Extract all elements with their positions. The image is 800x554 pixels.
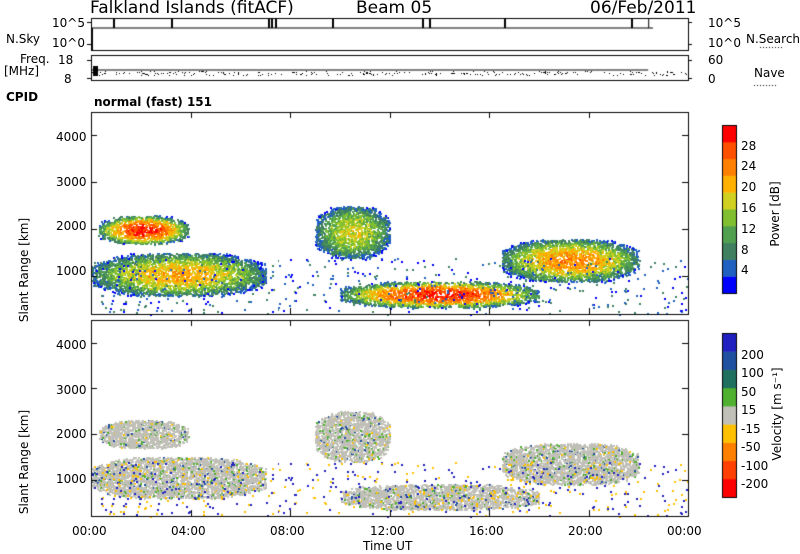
y-axis-label-top: Slant Range [km] (17, 217, 31, 323)
freq-tick-bottom: 8 (64, 72, 72, 86)
y-axis-label-bottom: Slant Range [km] (17, 409, 31, 515)
velocity-tick-3: 15 (741, 403, 757, 417)
nsky-tick-top: 10^5 (52, 16, 85, 30)
nsky-tick-bottom: 10^0 (52, 36, 85, 50)
beam-label: Beam 05 (356, 0, 433, 18)
y-tick-3000-bottom: 3000 (56, 383, 87, 397)
velocity-tick-6: -100 (741, 459, 769, 473)
velocity-tick-5: -50 (741, 440, 761, 454)
x-tick-3: 12:00 (370, 524, 405, 538)
nave-tick-bottom: 0 (708, 72, 716, 86)
velocity-tick-7: -200 (741, 477, 769, 491)
x-tick-0: 00:00 (72, 524, 107, 538)
velocity-tick-1: 100 (741, 366, 764, 380)
y-tick-3000-top: 3000 (56, 175, 87, 189)
nave-label: Nave (754, 66, 785, 80)
nsearch-label: N.Search (746, 32, 800, 46)
x-tick-4: 16:00 (469, 524, 504, 538)
x-tick-1: 04:00 (171, 524, 206, 538)
power-tick-2: 20 (741, 180, 757, 194)
y-tick-1000-top: 1000 (56, 264, 87, 278)
freq-label-line1: Freq. (20, 52, 50, 66)
velocity-tick-2: 50 (741, 385, 757, 399)
date-label: 06/Feb/2011 (590, 0, 697, 18)
x-tick-2: 08:00 (270, 524, 305, 538)
power-tick-6: 4 (741, 263, 749, 277)
nsky-label: N.Sky (6, 32, 41, 46)
power-colorbar-label: Power [dB] (768, 181, 782, 247)
cpid-label: CPID (6, 90, 39, 104)
y-tick-2000-bottom: 2000 (56, 427, 87, 441)
y-tick-1000-bottom: 1000 (56, 472, 87, 486)
nsky-right-tick-bottom: 10^0 (708, 36, 741, 50)
x-axis-label: Time UT (363, 539, 413, 553)
velocity-tick-4: -15 (741, 422, 761, 436)
nave-tick-top: 60 (708, 53, 724, 67)
power-tick-5: 8 (741, 243, 749, 257)
x-tick-5: 20:00 (568, 524, 603, 538)
y-tick-2000-top: 2000 (56, 219, 87, 233)
y-tick-4000-bottom: 4000 (56, 338, 87, 352)
freq-tick-top: 18 (58, 53, 74, 67)
power-tick-3: 16 (741, 201, 757, 215)
velocity-colorbar-label: Velocity [m s⁻¹] (770, 367, 784, 461)
site-title: Falkland Islands (fitACF) (90, 0, 294, 18)
power-tick-4: 12 (741, 222, 757, 236)
cpid-value: normal (fast) 151 (94, 95, 212, 109)
velocity-tick-0: 200 (741, 348, 764, 362)
power-tick-1: 24 (741, 159, 757, 173)
x-tick-6: 00:00 (667, 524, 702, 538)
nsky-right-tick-top: 10^5 (708, 16, 741, 30)
power-tick-0: 28 (741, 139, 757, 153)
y-tick-4000-top: 4000 (56, 130, 87, 144)
freq-label-line2: [MHz] (4, 64, 40, 78)
